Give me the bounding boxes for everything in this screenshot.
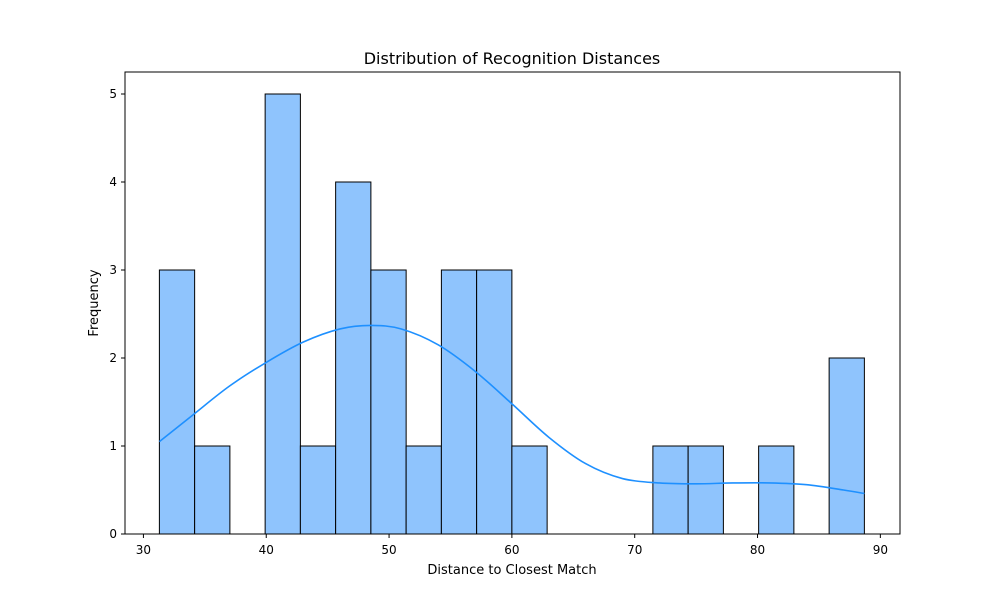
histogram-bar	[758, 445, 795, 535]
x-tick-label: 90	[873, 543, 888, 557]
y-tick-label: 1	[109, 439, 117, 453]
histogram-bar	[652, 445, 689, 535]
y-tick-label: 5	[109, 87, 117, 101]
plot-frame	[124, 71, 901, 535]
histogram-bar	[405, 445, 442, 535]
histogram-bar	[476, 269, 513, 535]
bars-layer	[158, 93, 865, 535]
chart-title: Distribution of Recognition Distances	[364, 49, 661, 68]
y-tick-label: 2	[109, 351, 117, 365]
histogram-bar	[194, 445, 231, 535]
x-tick-label: 60	[504, 543, 519, 557]
kde-layer	[158, 324, 865, 495]
y-axis: 0 1 2 3 4 5	[109, 87, 125, 541]
x-tick-label: 80	[750, 543, 765, 557]
histogram-bar	[264, 93, 301, 535]
x-axis: 30 40 50 60 70 80 90	[136, 534, 888, 557]
histogram-bar	[158, 269, 196, 535]
histogram-bar	[440, 269, 478, 535]
histogram-bar	[828, 357, 865, 535]
histogram-bar	[511, 445, 548, 535]
x-tick-label: 30	[136, 543, 151, 557]
y-tick-label: 0	[109, 527, 117, 541]
histogram-bar	[299, 445, 337, 535]
y-axis-label: Frequency	[87, 269, 102, 336]
kde-curve	[158, 324, 865, 495]
histogram-bar	[687, 445, 724, 535]
y-tick-label: 3	[109, 263, 117, 277]
x-axis-label: Distance to Closest Match	[427, 563, 596, 578]
histogram-bar	[370, 269, 407, 535]
x-tick-label: 50	[381, 543, 396, 557]
x-tick-label: 40	[259, 543, 274, 557]
histogram-bar	[335, 181, 372, 535]
y-tick-label: 4	[109, 175, 117, 189]
x-tick-label: 70	[627, 543, 642, 557]
